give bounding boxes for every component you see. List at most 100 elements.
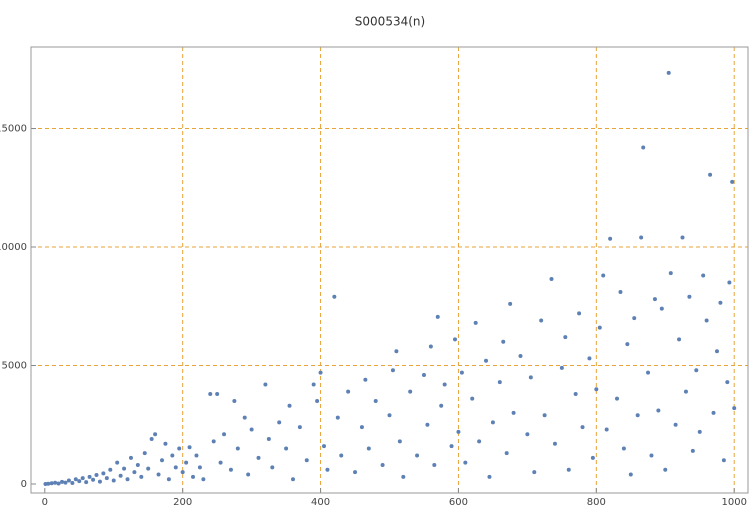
point (549, 277, 554, 282)
point (673, 422, 678, 427)
point (559, 365, 564, 370)
y-tick-label: 5000 (2, 361, 27, 372)
point (70, 481, 75, 486)
point (177, 446, 182, 451)
point (518, 354, 523, 359)
point (652, 297, 657, 302)
point (108, 467, 113, 472)
point (363, 377, 368, 382)
point (135, 463, 140, 468)
point (187, 445, 192, 450)
point (666, 70, 671, 75)
point (290, 477, 295, 482)
point (197, 465, 202, 470)
point (101, 471, 106, 476)
point (663, 467, 668, 472)
point (91, 477, 96, 482)
point (701, 273, 706, 278)
point (532, 470, 537, 475)
point (249, 427, 254, 432)
point (284, 446, 289, 451)
point (315, 399, 320, 404)
point (128, 455, 133, 460)
point (118, 473, 123, 478)
point (511, 410, 516, 415)
point (60, 479, 65, 484)
point (173, 465, 178, 470)
point (432, 463, 437, 468)
point (166, 477, 171, 482)
point (597, 325, 602, 330)
point (683, 389, 688, 394)
x-tick-label: 800 (587, 497, 606, 508)
point (263, 382, 268, 387)
point (80, 476, 85, 481)
point (621, 446, 626, 451)
point (725, 380, 730, 385)
point (594, 387, 599, 392)
point (287, 403, 292, 408)
point (525, 432, 530, 437)
point (87, 474, 92, 479)
point (487, 474, 492, 479)
y-tick-label: 0 (21, 479, 27, 490)
point (163, 441, 168, 446)
point (142, 451, 147, 456)
point (704, 318, 709, 323)
point (687, 294, 692, 299)
point (373, 399, 378, 404)
point (208, 391, 213, 396)
point (435, 314, 440, 319)
x-tick-label: 600 (449, 497, 468, 508)
point (153, 432, 158, 437)
point (132, 470, 137, 475)
point (256, 455, 261, 460)
point (668, 271, 673, 276)
point (477, 439, 482, 444)
x-tick-label: 0 (42, 497, 48, 508)
point (353, 470, 358, 475)
x-tick-label: 200 (173, 497, 192, 508)
point (618, 290, 623, 295)
point (408, 389, 413, 394)
point (77, 479, 82, 484)
point (380, 463, 385, 468)
point (63, 480, 68, 485)
point (49, 481, 54, 486)
point (697, 429, 702, 434)
point (718, 300, 723, 305)
point (122, 466, 127, 471)
point (539, 318, 544, 323)
point (222, 432, 227, 437)
point (139, 474, 144, 479)
point (401, 474, 406, 479)
point (566, 467, 571, 472)
plot-frame (30, 46, 749, 494)
point (266, 436, 271, 441)
point (590, 455, 595, 460)
point (94, 472, 99, 477)
point (232, 399, 237, 404)
point (721, 458, 726, 463)
point (587, 356, 592, 361)
point (397, 439, 402, 444)
point (649, 453, 654, 458)
point (297, 425, 302, 430)
point (390, 368, 395, 373)
point (635, 413, 640, 418)
point (690, 448, 695, 453)
point (497, 380, 502, 385)
point (146, 466, 151, 471)
point (659, 306, 664, 311)
point (191, 474, 196, 479)
point (452, 337, 457, 342)
point (708, 172, 713, 177)
point (656, 408, 661, 413)
point (366, 446, 371, 451)
point (156, 472, 161, 477)
point (528, 375, 533, 380)
point (439, 403, 444, 408)
point (508, 301, 513, 306)
